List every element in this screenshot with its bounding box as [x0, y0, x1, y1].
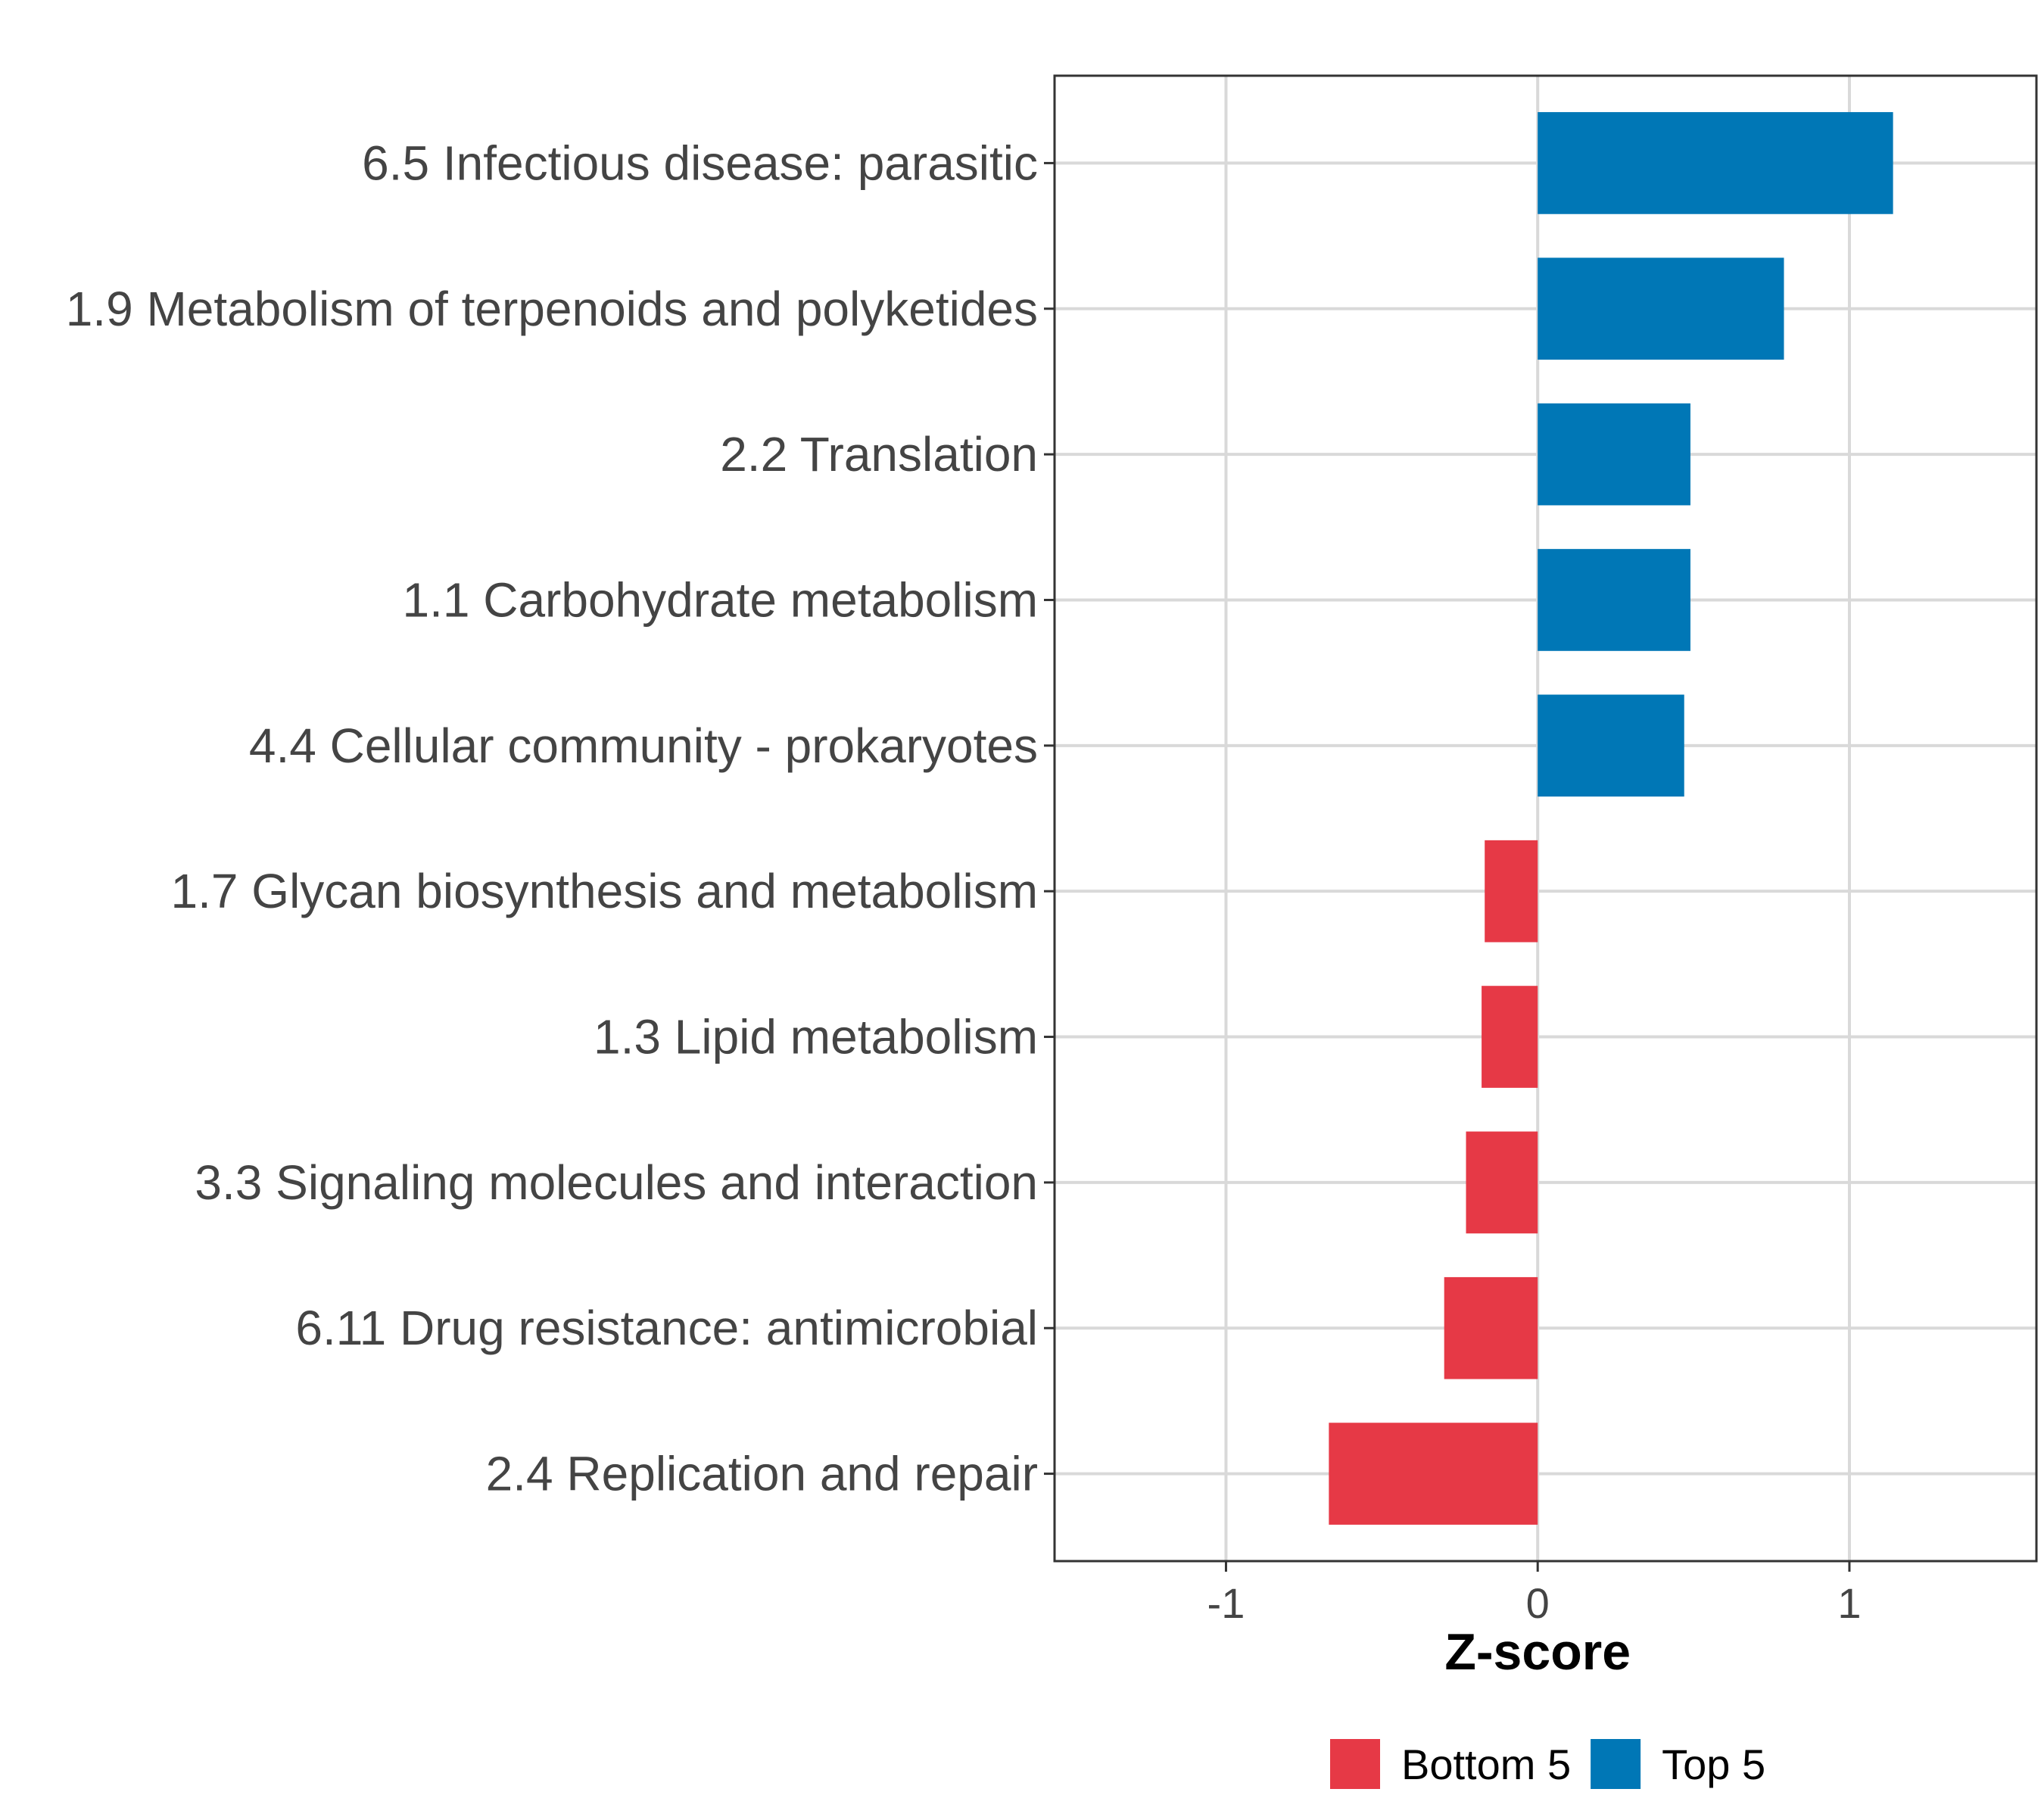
- legend: Bottom 5 Top 5: [1330, 1739, 1765, 1789]
- bar: [1482, 986, 1538, 1088]
- bar: [1538, 112, 1893, 214]
- category-label: 4.4 Cellular community - prokaryotes: [249, 718, 1038, 773]
- category-label: 2.2 Translation: [720, 427, 1038, 482]
- bar: [1466, 1131, 1538, 1234]
- category-label: 2.4 Replication and repair: [486, 1447, 1038, 1501]
- legend-swatch: [1591, 1739, 1641, 1789]
- legend-label: Bottom 5: [1401, 1741, 1571, 1788]
- category-label: 1.1 Carbohydrate metabolism: [402, 572, 1038, 627]
- category-label: 6.5 Infectious disease: parasitic: [362, 136, 1038, 190]
- bar: [1329, 1423, 1538, 1525]
- bar: [1444, 1276, 1538, 1379]
- x-tick-label: 0: [1526, 1579, 1550, 1627]
- legend-swatch: [1330, 1739, 1380, 1789]
- x-axis-title: Z-score: [1444, 1623, 1631, 1681]
- bar: [1485, 840, 1538, 943]
- category-label: 1.9 Metabolism of terpenoids and polyket…: [66, 282, 1038, 336]
- bars: [1329, 112, 1893, 1525]
- category-label: 1.7 Glycan biosynthesis and metabolism: [171, 864, 1038, 918]
- category-label: 6.11 Drug resistance: antimicrobial: [295, 1301, 1038, 1355]
- x-tick-label: 1: [1837, 1579, 1861, 1627]
- x-tick-label: -1: [1207, 1579, 1245, 1627]
- x-axis: -1 0 1: [1207, 1561, 1862, 1627]
- bar: [1538, 257, 1784, 360]
- bar: [1538, 549, 1690, 651]
- y-axis: 6.5 Infectious disease: parasitic 1.9 Met…: [66, 136, 1055, 1501]
- bar: [1538, 403, 1690, 506]
- legend-label: Top 5: [1662, 1741, 1765, 1788]
- category-label: 3.3 Signaling molecules and interaction: [195, 1155, 1038, 1210]
- category-label: 1.3 Lipid metabolism: [594, 1010, 1038, 1064]
- plot-panel-border: [1053, 74, 2038, 1563]
- bar: [1538, 694, 1684, 797]
